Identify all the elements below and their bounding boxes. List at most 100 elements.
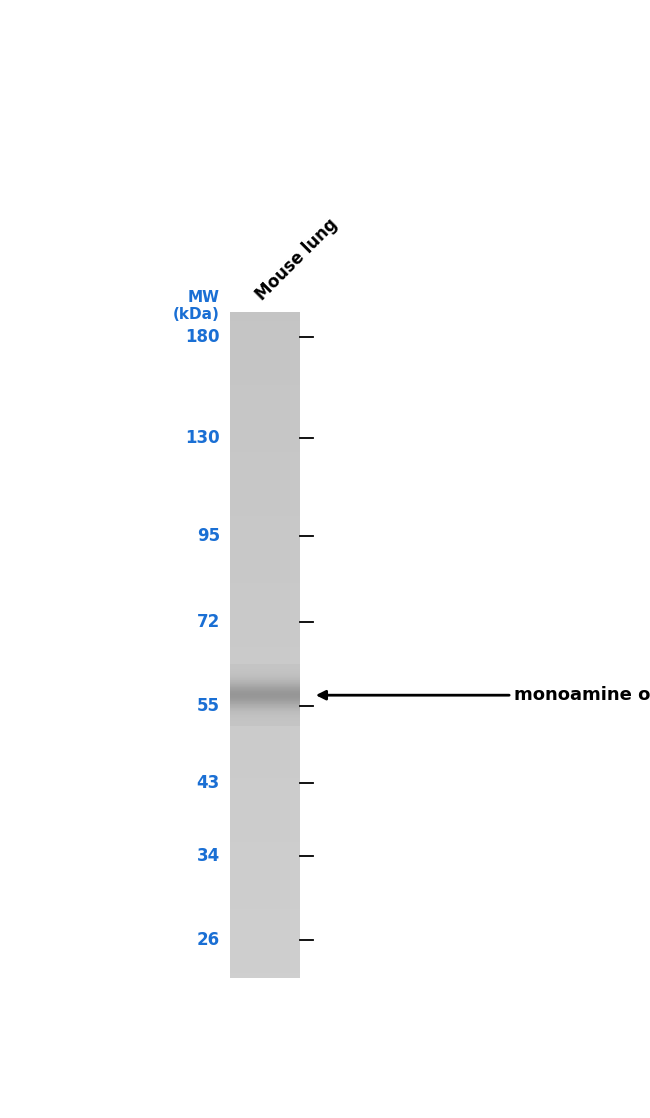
Bar: [230, 609, 300, 612]
Bar: [230, 434, 300, 436]
Bar: [230, 589, 300, 591]
Bar: [230, 751, 300, 754]
Bar: [230, 386, 300, 388]
Bar: [230, 487, 300, 490]
Bar: [230, 541, 300, 543]
Bar: [230, 325, 300, 328]
Bar: [230, 709, 300, 711]
Bar: [230, 767, 300, 769]
Bar: [230, 440, 300, 443]
Bar: [230, 927, 300, 929]
Bar: [230, 314, 300, 316]
Bar: [230, 330, 300, 332]
Bar: [230, 722, 300, 724]
Bar: [230, 490, 300, 492]
Bar: [230, 627, 300, 629]
Bar: [230, 565, 300, 567]
Bar: [230, 792, 300, 794]
Bar: [230, 683, 300, 685]
Bar: [230, 949, 300, 951]
Bar: [230, 809, 300, 812]
Bar: [230, 694, 300, 697]
Bar: [230, 512, 300, 514]
Bar: [230, 517, 300, 519]
Bar: [230, 758, 300, 760]
Bar: [230, 567, 300, 569]
Bar: [230, 582, 300, 585]
Bar: [230, 605, 300, 607]
Bar: [230, 381, 300, 383]
Bar: [230, 643, 300, 645]
Bar: [230, 654, 300, 656]
Bar: [230, 674, 300, 676]
Bar: [230, 954, 300, 956]
Bar: [230, 494, 300, 496]
Bar: [230, 383, 300, 386]
Bar: [230, 745, 300, 747]
Bar: [230, 510, 300, 512]
Bar: [230, 659, 300, 661]
Bar: [230, 379, 300, 381]
Bar: [230, 724, 300, 727]
Bar: [230, 571, 300, 574]
Bar: [230, 697, 300, 699]
Bar: [230, 882, 300, 884]
Bar: [230, 576, 300, 578]
Bar: [230, 559, 300, 561]
Bar: [230, 836, 300, 838]
Bar: [230, 550, 300, 552]
Bar: [230, 855, 300, 858]
Bar: [230, 361, 300, 363]
Bar: [230, 729, 300, 731]
Bar: [230, 800, 300, 803]
Bar: [230, 958, 300, 960]
Bar: [230, 780, 300, 783]
Text: Mouse lung: Mouse lung: [252, 215, 341, 304]
Bar: [230, 427, 300, 429]
Bar: [230, 321, 300, 323]
Bar: [230, 707, 300, 709]
Bar: [230, 727, 300, 729]
Bar: [230, 634, 300, 636]
Bar: [230, 472, 300, 474]
Bar: [230, 492, 300, 494]
Bar: [230, 878, 300, 880]
Bar: [230, 467, 300, 470]
Bar: [230, 690, 300, 692]
Bar: [230, 934, 300, 936]
Bar: [230, 841, 300, 843]
Bar: [230, 578, 300, 580]
Bar: [230, 537, 300, 539]
Bar: [230, 925, 300, 927]
Bar: [230, 410, 300, 413]
Bar: [230, 334, 300, 337]
Bar: [230, 645, 300, 647]
Bar: [230, 699, 300, 701]
Bar: [230, 543, 300, 546]
Text: 55: 55: [197, 698, 220, 716]
Bar: [230, 827, 300, 830]
Bar: [230, 652, 300, 654]
Bar: [230, 720, 300, 722]
Bar: [230, 972, 300, 974]
Bar: [230, 733, 300, 736]
Bar: [230, 354, 300, 357]
Text: 95: 95: [197, 527, 220, 546]
Bar: [230, 849, 300, 851]
Bar: [230, 864, 300, 866]
Bar: [230, 319, 300, 321]
Bar: [230, 555, 300, 557]
Bar: [230, 650, 300, 652]
Bar: [230, 607, 300, 609]
Bar: [230, 647, 300, 650]
Bar: [230, 476, 300, 479]
Bar: [230, 328, 300, 330]
Bar: [230, 616, 300, 618]
Bar: [230, 920, 300, 922]
Bar: [230, 891, 300, 893]
Bar: [230, 532, 300, 534]
Bar: [230, 370, 300, 372]
Bar: [230, 974, 300, 976]
Bar: [230, 406, 300, 408]
Bar: [230, 796, 300, 798]
